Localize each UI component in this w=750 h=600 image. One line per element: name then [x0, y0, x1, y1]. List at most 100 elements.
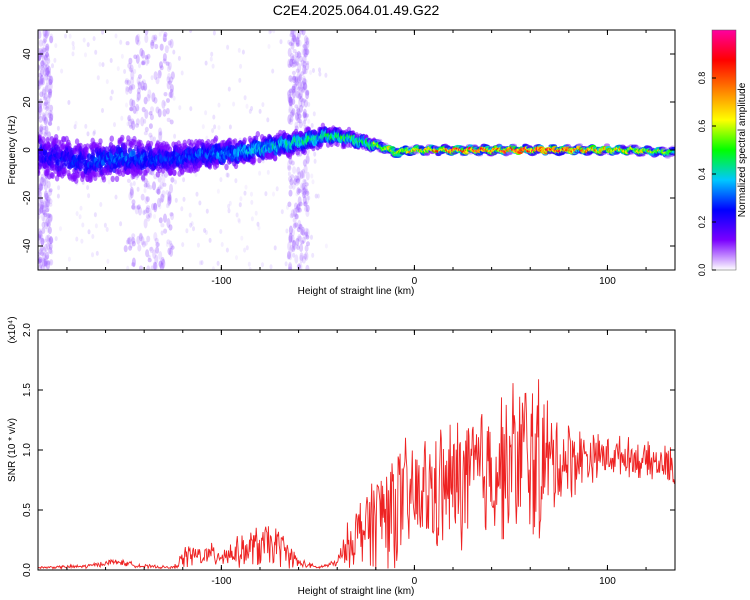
- heatmap-noise-speck: [138, 206, 142, 216]
- heatmap-noise-speck: [299, 254, 304, 264]
- heatmap-noise-speck: [295, 55, 300, 66]
- heatmap-noise-speck: [172, 95, 176, 101]
- heatmap-noise-speck: [297, 234, 302, 243]
- heatmap-noise-speck: [49, 236, 53, 244]
- heatmap-noise-speck: [235, 212, 239, 218]
- heatmap-noise-speck: [141, 49, 145, 59]
- heatmap-noise-speck: [243, 247, 247, 253]
- heatmap-noise-speck: [294, 254, 299, 264]
- heatmap-noise-speck: [292, 222, 297, 229]
- heatmap-noise-speck: [291, 108, 296, 116]
- heatmap-cell: [109, 135, 115, 142]
- heatmap-noise-speck: [288, 103, 293, 114]
- heatmap-noise-speck: [160, 256, 165, 266]
- heatmap-noise-speck: [143, 85, 147, 91]
- heatmap-noise-speck: [303, 82, 308, 91]
- heatmap-noise-speck: [43, 92, 48, 101]
- heatmap-noise-speck: [48, 246, 53, 254]
- heatmap-noise-speck: [156, 187, 161, 195]
- heatmap-noise-speck: [135, 123, 139, 128]
- heatmap-noise-speck: [302, 55, 307, 64]
- heatmap-noise-speck: [194, 172, 198, 177]
- heatmap-noise-speck: [38, 240, 41, 245]
- heatmap-noise-speck: [288, 235, 293, 244]
- heatmap-noise-speck: [127, 114, 132, 122]
- heatmap-noise-speck: [40, 74, 45, 85]
- heatmap-noise-speck: [299, 95, 304, 103]
- heatmap-noise-speck: [295, 68, 300, 73]
- heatmap-noise-speck: [46, 260, 51, 266]
- x-tick-label: -100: [211, 276, 231, 287]
- heatmap-noise-speck: [38, 197, 42, 207]
- heatmap-noise-speck: [39, 203, 44, 214]
- heatmap-noise-speck: [239, 63, 243, 69]
- heatmap-noise-speck: [209, 56, 213, 62]
- heatmap-noise-speck: [250, 106, 254, 111]
- heatmap-noise-speck: [131, 199, 136, 206]
- heatmap-noise-speck: [54, 236, 58, 242]
- heatmap-noise-speck: [292, 61, 297, 68]
- heatmap-noise-speck: [158, 217, 163, 224]
- heatmap-noise-speck: [47, 237, 52, 248]
- heatmap-noise-speck: [295, 178, 300, 183]
- heatmap-noise-speck: [245, 245, 249, 251]
- heatmap-noise-speck: [41, 88, 46, 98]
- heatmap-noise-speck: [45, 51, 50, 58]
- heatmap-cell: [182, 139, 187, 146]
- heatmap-cell: [120, 134, 125, 142]
- heatmap-noise-speck: [38, 30, 42, 39]
- heatmap-noise-speck: [182, 196, 186, 202]
- heatmap-noise-speck: [162, 33, 167, 43]
- heatmap-noise-speck: [166, 76, 171, 83]
- heatmap-noise-speck: [295, 191, 299, 197]
- heatmap-noise-speck: [138, 74, 142, 80]
- heatmap-noise-speck: [125, 239, 129, 245]
- heatmap-noise-speck: [237, 217, 241, 223]
- heatmap-noise-speck: [299, 104, 303, 113]
- heatmap-noise-speck: [227, 208, 231, 214]
- heatmap-noise-speck: [162, 58, 167, 64]
- heatmap-noise-speck: [114, 194, 118, 200]
- heatmap-noise-speck: [50, 249, 54, 255]
- heatmap-cell: [85, 143, 90, 150]
- heatmap-noise-speck: [43, 132, 48, 137]
- heatmap-noise-speck: [39, 205, 44, 210]
- heatmap-noise-speck: [167, 191, 172, 202]
- heatmap-noise-speck: [45, 67, 50, 76]
- heatmap-noise-speck: [172, 49, 176, 55]
- heatmap-noise-speck: [279, 39, 283, 45]
- heatmap-noise-speck: [87, 193, 91, 199]
- heatmap-noise-speck: [146, 235, 151, 243]
- heatmap-noise-speck: [166, 80, 171, 90]
- heatmap-noise-speck: [305, 264, 310, 270]
- heatmap-noise-speck: [296, 245, 300, 250]
- heatmap-noise-speck: [39, 198, 44, 204]
- heatmap-noise-speck: [48, 198, 53, 205]
- heatmap-noise-speck: [79, 205, 83, 211]
- x-tick-label: -100: [211, 576, 231, 587]
- heatmap-noise-speck: [302, 81, 307, 90]
- heatmap-noise-speck: [294, 61, 299, 67]
- heatmap-noise-speck: [123, 245, 128, 253]
- heatmap-noise-speck: [163, 213, 167, 223]
- heatmap-noise-speck: [168, 80, 172, 85]
- heatmap-noise-speck: [303, 68, 308, 75]
- heatmap-noise-speck: [44, 190, 48, 200]
- heatmap-noise-speck: [43, 54, 48, 60]
- heatmap-noise-speck: [42, 178, 47, 187]
- heatmap-noise-speck: [295, 37, 300, 47]
- heatmap-noise-speck: [147, 89, 152, 99]
- heatmap-noise-speck: [43, 177, 48, 185]
- heatmap-noise-speck: [134, 205, 139, 215]
- heatmap-noise-speck: [49, 104, 54, 112]
- heatmap-noise-speck: [123, 69, 127, 74]
- heatmap-noise-speck: [157, 69, 162, 79]
- heatmap-noise-speck: [288, 189, 293, 197]
- heatmap-noise-speck: [44, 199, 49, 208]
- heatmap-noise-speck: [42, 200, 47, 209]
- heatmap-noise-speck: [155, 189, 160, 194]
- heatmap-noise-speck: [131, 99, 136, 108]
- heatmap-noise-speck: [254, 210, 258, 216]
- heatmap-noise-speck: [46, 66, 51, 74]
